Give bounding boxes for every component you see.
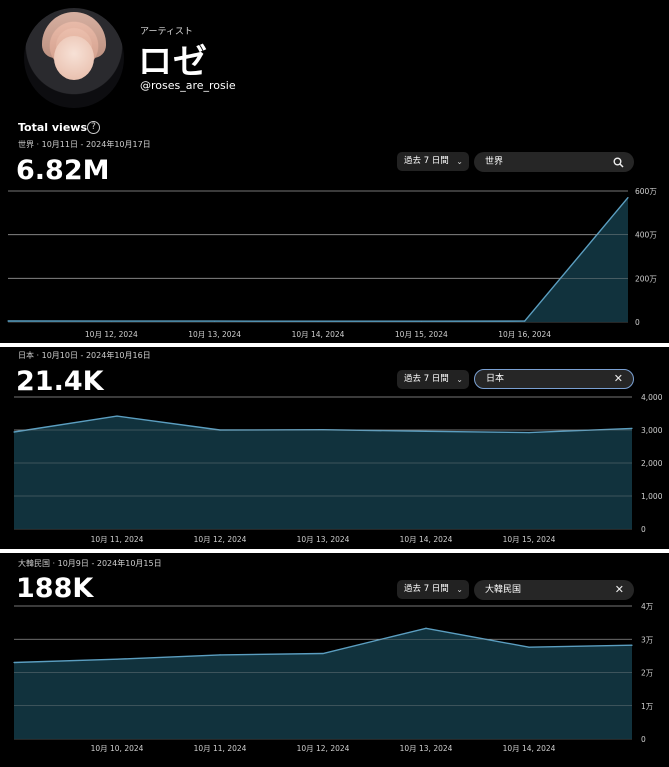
region-label: 世界: [485, 157, 504, 167]
data-point: [322, 652, 324, 655]
x-tick-label: 10月 15, 2024: [503, 535, 556, 544]
y-tick-label: 600万: [635, 187, 657, 196]
series-area: [14, 416, 632, 529]
y-tick-label: 0: [641, 525, 646, 534]
data-point: [425, 430, 427, 432]
region-label: 日本: [486, 374, 505, 384]
y-tick-label: 200万: [635, 274, 657, 283]
total-views-title: Total views: [18, 121, 87, 134]
series-area: [8, 197, 628, 322]
data-point: [13, 661, 15, 664]
region-label: 大韓民国: [485, 585, 522, 595]
data-point: [116, 415, 118, 417]
question-circle-icon[interactable]: ?: [87, 121, 100, 134]
x-tick-label: 10月 12, 2024: [297, 744, 350, 753]
chevron-down-icon: ⌄: [456, 375, 463, 384]
chart-korea: 0 1万 2万 3万 4万 10月 10, 2024 10月 11, 2024 10月 12,…: [13, 602, 654, 753]
chevron-down-icon: ⌄: [456, 157, 463, 166]
y-tick-label: 3万: [641, 635, 654, 644]
data-point: [631, 644, 633, 646]
period-label: 過去 7 日間: [404, 156, 449, 166]
region-search-korea[interactable]: 大韓民国 ✕: [474, 580, 634, 600]
y-tick-label: 0: [641, 735, 646, 744]
artist-name: ロゼ: [138, 42, 208, 82]
region-search-japan[interactable]: 日本 ✕: [474, 369, 634, 389]
avatar[interactable]: [24, 8, 124, 108]
data-point: [219, 654, 221, 656]
total-korea: 188K: [16, 573, 94, 604]
data-point: [317, 320, 319, 322]
close-icon[interactable]: ✕: [614, 583, 624, 596]
artist-handle: @roses_are_rosie: [140, 79, 236, 92]
x-tick-label: 10月 12, 2024: [194, 535, 247, 544]
data-point: [116, 658, 118, 660]
y-tick-label: 1,000: [641, 492, 663, 501]
divider: [0, 549, 669, 553]
period-select-world[interactable]: 過去 7 日間 ⌄: [397, 152, 469, 171]
series-area: [14, 628, 632, 739]
x-tick-label: 10月 11, 2024: [91, 535, 144, 544]
y-tick-label: 400万: [635, 231, 657, 240]
x-tick-label: 10月 13, 2024: [297, 535, 350, 544]
data-point: [7, 320, 9, 322]
chart-world: 0 200万 400万 600万 10月 12, 2024 10月 13, 2024 10月…: [7, 187, 657, 339]
period-label: 過去 7 日間: [404, 374, 449, 384]
data-point: [528, 432, 530, 434]
search-icon[interactable]: [613, 152, 624, 172]
data-point: [214, 320, 216, 322]
chart-japan: 0 1,000 2,000 3,000 4,000 10月 11, 2024 10月 12,…: [13, 393, 663, 544]
artist-header: アーティスト ロゼ @roses_are_rosie: [0, 0, 669, 120]
divider: [0, 343, 669, 347]
x-tick-label: 10月 14, 2024: [292, 330, 345, 339]
y-tick-label: 2万: [641, 669, 654, 678]
x-tick-label: 10月 11, 2024: [194, 744, 247, 753]
range-text-world: 世界 · 10月11日 - 2024年10月17日: [18, 140, 151, 149]
y-tick-label: 3,000: [641, 426, 663, 435]
x-tick-label: 10月 13, 2024: [400, 744, 453, 753]
chevron-down-icon: ⌄: [456, 585, 463, 594]
total-japan: 21.4K: [16, 366, 104, 397]
x-tick-label: 10月 13, 2024: [188, 330, 241, 339]
x-tick-label: 10月 12, 2024: [85, 330, 138, 339]
y-tick-label: 4万: [641, 602, 654, 611]
data-point: [528, 646, 530, 648]
y-tick-label: 0: [635, 318, 640, 327]
close-icon[interactable]: ✕: [613, 372, 623, 385]
data-point: [420, 320, 422, 322]
period-label: 過去 7 日間: [404, 584, 449, 594]
x-tick-label: 10月 14, 2024: [503, 744, 556, 753]
data-point: [110, 320, 112, 322]
y-tick-label: 1万: [641, 702, 654, 711]
x-tick-label: 10月 10, 2024: [91, 744, 144, 753]
data-point: [627, 196, 629, 199]
data-point: [425, 627, 427, 629]
x-tick-label: 10月 16, 2024: [498, 330, 551, 339]
artist-label: アーティスト: [140, 27, 193, 37]
data-point: [631, 427, 633, 429]
period-select-korea[interactable]: 過去 7 日間 ⌄: [397, 580, 469, 599]
range-text-korea: 大韓民国 · 10月9日 - 2024年10月15日: [18, 559, 162, 568]
range-text-japan: 日本 · 10月10日 - 2024年10月16日: [18, 351, 151, 360]
x-tick-label: 10月 14, 2024: [400, 535, 453, 544]
total-world: 6.82M: [16, 155, 110, 186]
period-select-japan[interactable]: 過去 7 日間 ⌄: [397, 370, 469, 389]
y-tick-label: 4,000: [641, 393, 663, 402]
series-line: [7, 197, 629, 322]
region-search-world[interactable]: 世界: [474, 152, 634, 172]
y-tick-label: 2,000: [641, 459, 663, 468]
x-tick-label: 10月 15, 2024: [395, 330, 448, 339]
data-point: [524, 320, 526, 322]
data-point: [13, 431, 15, 433]
